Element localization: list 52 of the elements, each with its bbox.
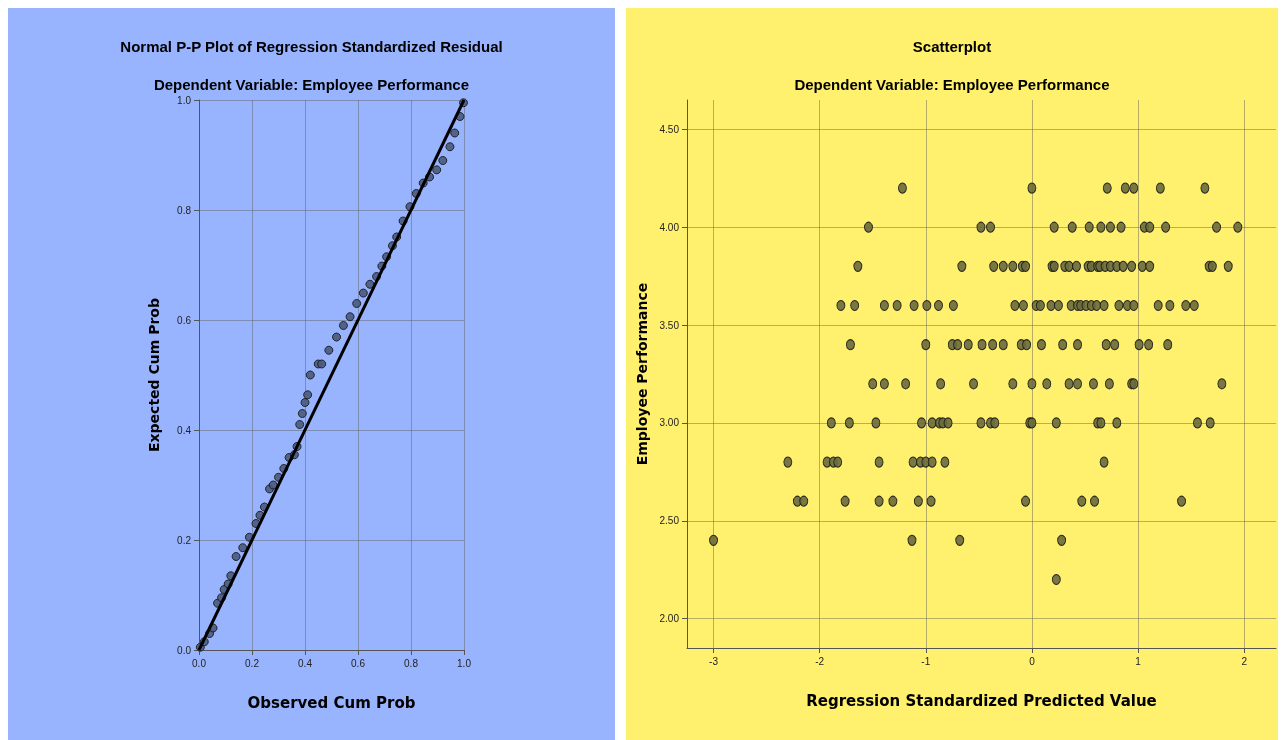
y-tick-label: 3.00 bbox=[659, 417, 680, 429]
point bbox=[305, 370, 315, 380]
y-tick-label: 2.50 bbox=[659, 515, 680, 527]
point bbox=[358, 288, 368, 298]
x-tick-label: 2 bbox=[1241, 655, 1248, 667]
x-tick-label: -2 bbox=[815, 655, 825, 667]
point bbox=[300, 398, 310, 407]
point bbox=[324, 345, 334, 355]
y-tick-label: 1.0 bbox=[177, 94, 192, 106]
x-tick-label: 0.2 bbox=[245, 657, 260, 669]
point bbox=[352, 299, 362, 308]
point bbox=[345, 312, 355, 322]
y-tick-label: 2.00 bbox=[659, 613, 680, 625]
point bbox=[238, 543, 248, 553]
y-tick-label: 0.2 bbox=[177, 534, 192, 546]
y-tick-label: 0.6 bbox=[177, 314, 192, 326]
point bbox=[450, 128, 460, 138]
y-tick-label: 4.00 bbox=[659, 221, 680, 233]
y-tick-label: 4.50 bbox=[659, 123, 680, 135]
y-tick-label: 3.50 bbox=[659, 319, 680, 331]
point bbox=[297, 409, 307, 418]
x-tick-label: 0.0 bbox=[192, 657, 207, 669]
point bbox=[365, 279, 375, 289]
x-tick-label: 0.6 bbox=[351, 657, 366, 669]
point bbox=[432, 165, 442, 175]
point bbox=[445, 142, 455, 152]
chart-subtitle: Dependent Variable: Employee Performance bbox=[153, 76, 470, 93]
chart-subtitle: Dependent Variable: Employee Performance bbox=[794, 76, 1110, 93]
point bbox=[338, 321, 348, 330]
point bbox=[332, 332, 342, 342]
x-tick-label: -1 bbox=[921, 655, 931, 667]
point bbox=[438, 156, 448, 165]
y-axis-title: Expected Cum Prob bbox=[146, 298, 162, 452]
x-tick-label: 0.8 bbox=[404, 657, 419, 669]
y-tick-label: 0.4 bbox=[177, 424, 192, 436]
point bbox=[268, 480, 278, 490]
chart-title: Normal P-P Plot of Regression Standardized Residual bbox=[120, 38, 503, 55]
y-axis-title: Employee Performance bbox=[633, 282, 650, 466]
y-tick-label: 0.0 bbox=[177, 644, 192, 656]
point bbox=[317, 359, 327, 369]
point bbox=[231, 552, 241, 561]
chart-title: Scatterplot bbox=[912, 38, 992, 55]
x-axis-title: Regression Standardized Predicted Value bbox=[806, 691, 1157, 710]
x-tick-label: 1.0 bbox=[457, 657, 472, 669]
x-axis-title: Observed Cum Prob bbox=[247, 693, 416, 712]
x-tick-label: 0.4 bbox=[298, 657, 313, 669]
y-tick-label: 0.8 bbox=[177, 204, 192, 216]
x-tick-label: 1 bbox=[1135, 655, 1142, 667]
point bbox=[295, 420, 305, 429]
point bbox=[303, 390, 313, 400]
x-tick-label: -3 bbox=[709, 655, 719, 667]
x-tick-label: 0 bbox=[1029, 655, 1036, 667]
